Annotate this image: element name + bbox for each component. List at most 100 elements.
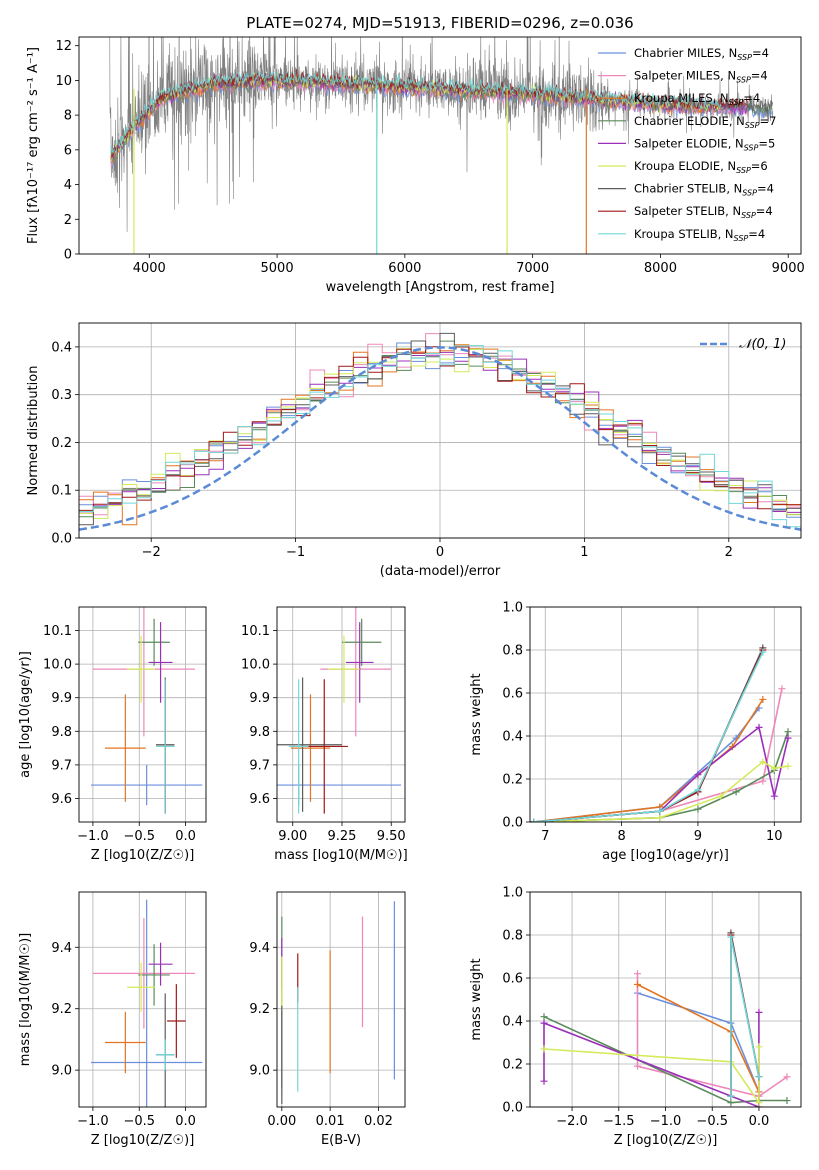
y-tick-label: 9.9 — [51, 691, 72, 706]
x-tick-label: −1.5 — [603, 1114, 635, 1129]
weight-marker — [770, 792, 778, 800]
y-tick-label: 9.2 — [249, 1002, 270, 1017]
y-tick-label: 10.0 — [43, 658, 72, 673]
x-tick-label: −1.0 — [77, 829, 109, 844]
weight-marker — [755, 723, 763, 731]
x-tick-label: 8 — [617, 829, 625, 844]
legend-label: Salpeter ELODIE, NSSP=5 — [634, 136, 775, 152]
x-tick-label: 0.0 — [749, 1114, 770, 1129]
x-axis-label: mass [log10(M/M☉)] — [274, 848, 407, 863]
y-axis-label: Normed distribution — [26, 366, 41, 496]
y-tick-label: 0.1 — [51, 484, 72, 499]
weight-series — [533, 688, 783, 822]
y-tick-label: 6 — [64, 143, 72, 158]
y-tick-label: 9.9 — [249, 691, 270, 706]
legend-label: Kroupa ELODIE, NSSP=6 — [634, 159, 768, 175]
weight-series — [533, 651, 764, 822]
grid — [530, 606, 801, 823]
y-tick-label: 9.6 — [249, 792, 270, 807]
x-axis-label: Z [log10(Z/Z☉)] — [91, 1133, 195, 1148]
x-axis-label: Z [log10(Z/Z☉)] — [91, 848, 195, 863]
x-tick-label: 9.25 — [328, 829, 357, 844]
y-tick-label: 0.6 — [502, 687, 523, 702]
y-tick-label: 9.8 — [51, 725, 72, 740]
x-tick-label: 0.02 — [364, 1114, 393, 1129]
x-tick-label: −1.0 — [77, 1114, 109, 1129]
weight-marker — [783, 1073, 791, 1081]
plot-area — [109, 37, 774, 254]
x-tick-label: 7000 — [516, 261, 549, 276]
weight-marker — [727, 1092, 735, 1100]
spectrum-panel: 4000 5000 6000 7000 8000 9000 0 2 4 6 8 10 12 wavelen… — [26, 36, 805, 295]
weight-marker — [633, 1062, 641, 1070]
y-tick-label: 2 — [64, 213, 72, 228]
weight-marker — [633, 980, 641, 988]
y-tick-label: 0.0 — [502, 1101, 523, 1116]
axes-frame — [78, 322, 802, 539]
x-tick-label: 0 — [436, 545, 444, 560]
weight-marker — [759, 648, 767, 656]
plot-area — [540, 929, 791, 1107]
y-tick-label: 0.4 — [502, 1015, 523, 1030]
y-tick-label: 10 — [55, 74, 72, 89]
axes: −2.0 −1.5 −1.0 −0.5 0.0 0.0 0.2 0.4 0.6 0.8 1.0 Z [… — [469, 886, 802, 1148]
y-tick-label: 1.0 — [502, 886, 523, 901]
axes-frame — [78, 36, 802, 255]
weight-marker — [727, 933, 735, 941]
weight-marker — [784, 728, 792, 736]
x-tick-label: 9000 — [772, 261, 805, 276]
x-tick-label: −0.5 — [696, 1114, 728, 1129]
weight-vs-z-panel: −2.0 −1.5 −1.0 −0.5 0.0 0.0 0.2 0.4 0.6 0.8 1.0 Z [… — [469, 886, 802, 1148]
x-tick-label: −2.0 — [556, 1114, 588, 1129]
y-tick-label: 9.4 — [249, 941, 270, 956]
y-axis-label: mass [log10(M/M☉)] — [18, 933, 33, 1066]
y-tick-label: 9.8 — [249, 725, 270, 740]
axes-frame — [276, 891, 406, 1108]
axes: −1.0 −0.5 0.0 9.0 9.2 9.4 Z [log10(Z/Z☉)] mass … — [18, 891, 207, 1148]
y-tick-label: 9.7 — [249, 758, 270, 773]
grid — [79, 892, 206, 1107]
spectrum-legend: Chabrier MILES, NSSP=4 Salpeter MILES, NS… — [598, 46, 776, 243]
axes: −1.0 −0.5 0.0 9.6 9.7 9.8 9.9 10.0 10.1 Z [log10(… — [18, 606, 207, 863]
y-axis-label: age [log10(age/yr)] — [18, 651, 33, 778]
y-tick-label: 12 — [55, 39, 72, 54]
x-tick-label: 0.00 — [267, 1114, 296, 1129]
weight-marker — [694, 786, 702, 794]
y-tick-label: 0.0 — [51, 532, 72, 547]
x-tick-label: −0.5 — [123, 1114, 155, 1129]
weight-marker — [656, 814, 664, 822]
legend-label: Chabrier ELODIE, NSSP=7 — [634, 114, 776, 130]
y-tick-label: 8 — [64, 109, 72, 124]
axes: 9.00 9.25 9.50 9.6 9.7 9.8 9.9 10.0 10.1 mass [lo… — [241, 606, 408, 863]
x-tick-label: 9.50 — [377, 829, 406, 844]
legend-label: Kroupa MILES, NSSP=4 — [634, 91, 760, 107]
grid — [79, 607, 206, 822]
weight-series — [533, 699, 764, 822]
x-tick-label: 9.00 — [278, 829, 307, 844]
plot-area — [91, 607, 203, 814]
axes: −2 −1 0 1 2 0.0 0.1 0.2 0.3 0.4 (data-model)/error… — [26, 322, 802, 579]
axes: 7 8 9 10 0.0 0.2 0.4 0.6 0.8 1.0 age [log10(age/yr… — [469, 601, 802, 863]
y-tick-label: 10.1 — [43, 624, 72, 639]
weight-marker — [694, 805, 702, 813]
weight-marker — [732, 788, 740, 796]
y-tick-label: 9.7 — [51, 758, 72, 773]
y-tick-label: 0.2 — [502, 773, 523, 788]
x-axis-label: (data-model)/error — [380, 564, 501, 579]
figure-title: PLATE=0274, MJD=51913, FIBERID=0296, z=0… — [246, 14, 633, 32]
weight-series — [636, 973, 788, 1098]
y-tick-label: 0.8 — [502, 929, 523, 944]
normal-curve — [79, 346, 801, 531]
legend-label: Salpeter MILES, NSSP=4 — [634, 69, 768, 85]
plot-area — [79, 332, 801, 538]
weight-series — [533, 731, 789, 822]
weight-series — [533, 707, 760, 822]
y-tick-label: 9.4 — [51, 941, 72, 956]
x-axis-label: wavelength [Angstrom, rest frame] — [326, 280, 555, 295]
x-tick-label: −2 — [142, 545, 161, 560]
y-axis-label: mass weight — [469, 673, 484, 755]
weight-marker — [770, 764, 778, 772]
plot-area — [281, 901, 395, 1104]
x-axis-label: Z [log10(Z/Z☉)] — [614, 1133, 718, 1148]
y-tick-label: 0.4 — [502, 730, 523, 745]
